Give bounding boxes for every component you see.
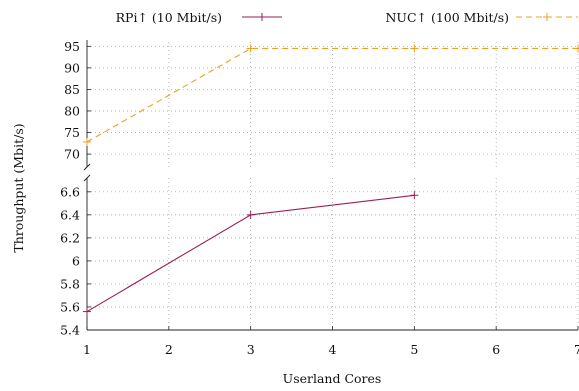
axes-layer xyxy=(83,40,579,331)
legend-nuc-label: NUC↑ (100 Mbit/s) xyxy=(385,10,509,25)
data-point-nuc xyxy=(246,44,255,53)
axis-break-mark xyxy=(83,174,91,182)
lower-ytick-label: 5.4 xyxy=(60,323,80,338)
data-point-nuc xyxy=(574,44,579,53)
upper-ytick-label: 85 xyxy=(64,82,80,97)
lower-ytick-label: 5.8 xyxy=(60,276,80,291)
upper-ytick-label: 70 xyxy=(64,147,80,162)
upper-ytick-label: 80 xyxy=(64,103,80,118)
xtick-label: 6 xyxy=(492,342,500,357)
xtick-label: 7 xyxy=(574,342,579,357)
xtick-label: 1 xyxy=(83,342,91,357)
series-layer xyxy=(83,44,579,316)
lower-ytick-label: 5.6 xyxy=(60,299,80,314)
upper-ytick-label: 95 xyxy=(64,39,80,54)
x-axis-label: Userland Cores xyxy=(283,371,382,386)
lower-ytick-label: 6.2 xyxy=(60,230,80,245)
grid-layer xyxy=(86,42,579,331)
upper-ytick-label: 90 xyxy=(64,60,80,75)
data-point-nuc xyxy=(83,138,91,146)
data-point-rpi xyxy=(410,191,419,200)
data-point-rpi xyxy=(83,307,91,316)
legend-rpi-label: RPi↑ (10 Mbit/s) xyxy=(116,10,222,25)
legend: RPi↑ (10 Mbit/s) NUC↑ (100 Mbit/s) xyxy=(116,10,578,25)
tick-labels: 70 75 80 85 90 95 5.4 5.6 5.8 6 6.2 6.4 6.6 1 2 3 4 5 6 7 xyxy=(60,39,579,357)
xtick-label: 3 xyxy=(247,342,255,357)
upper-ytick-label: 75 xyxy=(64,125,80,140)
y-axis-label: Throughput (Mbit/s) xyxy=(11,123,26,252)
lower-ytick-label: 6.6 xyxy=(60,184,80,199)
axis-break-mark xyxy=(83,163,91,171)
series-line-nuc xyxy=(86,47,578,143)
data-point-rpi xyxy=(246,210,255,219)
lower-ytick-label: 6.4 xyxy=(60,207,80,222)
lower-ytick-label: 6 xyxy=(72,253,80,268)
xtick-label: 2 xyxy=(165,342,173,357)
data-point-nuc xyxy=(410,44,419,53)
xtick-label: 5 xyxy=(410,342,418,357)
xtick-label: 4 xyxy=(329,342,337,357)
